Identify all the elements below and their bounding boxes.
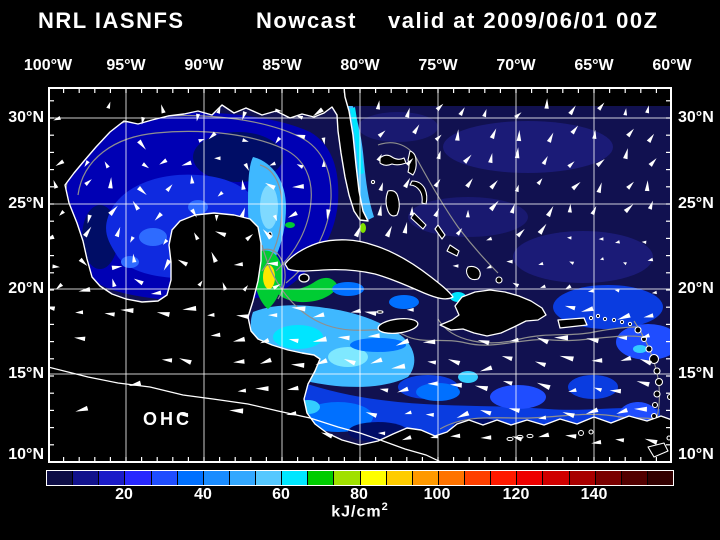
contour-lines: [65, 114, 661, 454]
colorbar-tick: 80: [350, 486, 368, 503]
colorbar-cell: [281, 471, 308, 485]
colorbar-cell: [202, 471, 229, 485]
product-name: Nowcast: [256, 8, 357, 33]
colorbar-cell: [47, 471, 73, 485]
lat-label: 30°N: [8, 109, 44, 126]
graticule: [49, 88, 671, 462]
lat-label: 25°N: [678, 195, 714, 212]
lon-label: 85°W: [262, 57, 302, 74]
colorbar-tick: 100: [423, 486, 451, 503]
colorbar-cell: [620, 471, 647, 485]
lon-label: 60°W: [652, 57, 692, 74]
trinidad: [647, 442, 669, 458]
colorbar-cell: [72, 471, 99, 485]
colorbar-cell: [228, 471, 255, 485]
model-name: NRL IASNFS: [38, 8, 185, 33]
colorbar-cell: [542, 471, 569, 485]
colorbar-cell: [176, 471, 203, 485]
lat-label: 20°N: [678, 280, 714, 297]
colorbar-cell: [124, 471, 151, 485]
title-bar: NRL IASNFS Nowcast valid at 2009/06/01 0…: [0, 8, 720, 36]
lat-label: 20°N: [8, 280, 44, 297]
lat-label: 15°N: [678, 365, 714, 382]
lat-label: 10°N: [8, 446, 44, 463]
colorbar-cell: [333, 471, 360, 485]
jamaica: [377, 317, 419, 335]
bahamas: [370, 150, 503, 284]
colorbar-cell: [516, 471, 543, 485]
colorbar-cell: [411, 471, 438, 485]
lat-label: 15°N: [8, 365, 44, 382]
valid-time: valid at 2009/06/01 00Z: [388, 8, 659, 33]
colorbar-tick: 140: [580, 486, 608, 503]
colorbar-tick: 120: [502, 486, 530, 503]
colorbar-cell: [307, 471, 334, 485]
ohc-map: [43, 86, 680, 464]
colorbar-cell: [385, 471, 412, 485]
colorbar-cell: [646, 471, 673, 485]
lon-label: 95°W: [106, 57, 146, 74]
colorbar-cell: [490, 471, 517, 485]
lon-label: 70°W: [496, 57, 536, 74]
grand-cayman: [376, 310, 384, 314]
colorbar-cell: [464, 471, 491, 485]
colorbar-tick: 20: [115, 486, 133, 503]
lon-label: 100°W: [23, 57, 73, 74]
map-panel: [43, 86, 680, 464]
pacific-coastline: [47, 366, 444, 464]
lat-label: 10°N: [678, 446, 714, 463]
colorbar-cell: [98, 471, 125, 485]
colorbar-cell: [594, 471, 621, 485]
colorbar-cell: [437, 471, 464, 485]
hispaniola: [439, 289, 547, 337]
colorbar-cell: [150, 471, 177, 485]
isle-of-youth: [298, 273, 310, 283]
lat-label: 25°N: [8, 195, 44, 212]
cuba: [284, 239, 454, 300]
lon-label: 65°W: [574, 57, 614, 74]
lat-label: 30°N: [678, 109, 714, 126]
lon-label: 90°W: [184, 57, 224, 74]
puerto-rico: [557, 317, 588, 329]
colorbar-tick: 40: [194, 486, 212, 503]
colorbar-cell: [255, 471, 282, 485]
field-label: OHC: [143, 409, 192, 429]
virgin-islands: [588, 313, 633, 327]
colorbar-tick: 60: [272, 486, 290, 503]
lon-label: 75°W: [418, 57, 458, 74]
map-frame: [48, 87, 672, 463]
lesser-antilles: [634, 326, 674, 458]
islands: [267, 150, 674, 458]
current-vector-arrows: [43, 98, 658, 445]
colorbar-unit: kJ/cm2: [331, 501, 389, 521]
colorbar: [46, 470, 674, 486]
colorbar-cell: [568, 471, 595, 485]
lon-label: 80°W: [340, 57, 380, 74]
colorbar-cell: [359, 471, 386, 485]
